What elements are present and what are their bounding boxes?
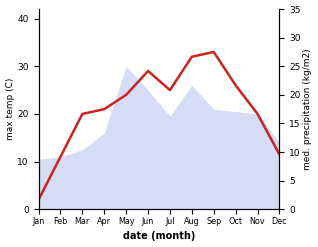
- Y-axis label: med. precipitation (kg/m2): med. precipitation (kg/m2): [303, 48, 313, 170]
- Y-axis label: max temp (C): max temp (C): [5, 78, 15, 140]
- X-axis label: date (month): date (month): [123, 231, 195, 242]
